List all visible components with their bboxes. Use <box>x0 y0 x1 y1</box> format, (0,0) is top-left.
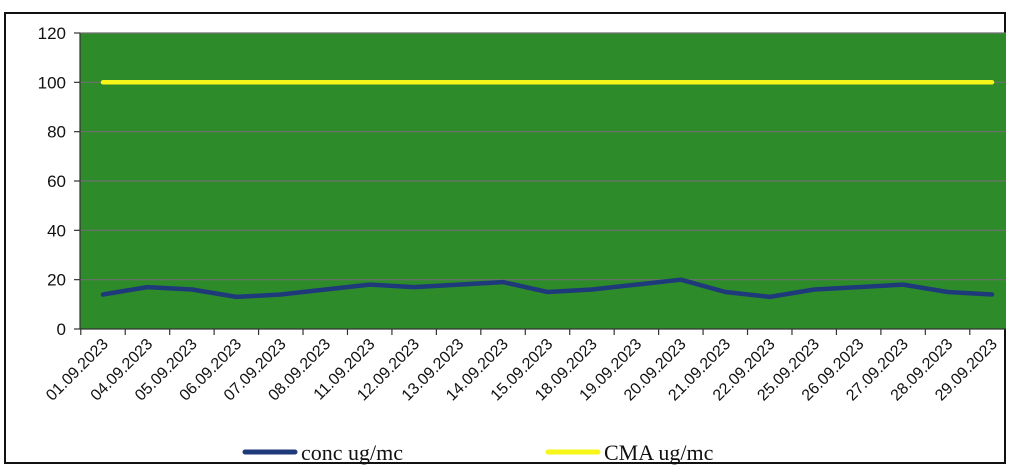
legend-label: conc ug/mc <box>301 440 403 465</box>
y-tick-label: 60 <box>47 172 66 191</box>
x-axis-tick-labels: 01.09.202304.09.202305.09.202306.09.2023… <box>43 336 1001 405</box>
y-tick-label: 20 <box>47 271 66 290</box>
y-tick-label: 120 <box>38 24 66 43</box>
legend-label: CMA ug/mc <box>604 440 714 465</box>
legend: conc ug/mc CMA ug/mc <box>242 440 714 465</box>
series-lines <box>100 80 995 300</box>
y-tick-label: 0 <box>57 320 66 339</box>
y-axis-tick-labels: 0 20 40 60 80 100 120 <box>38 24 66 339</box>
series-line <box>100 277 995 300</box>
y-tick-label: 100 <box>38 73 66 92</box>
y-tick-label: 80 <box>47 123 66 142</box>
y-tick-label: 40 <box>47 221 66 240</box>
axes <box>74 32 1006 335</box>
